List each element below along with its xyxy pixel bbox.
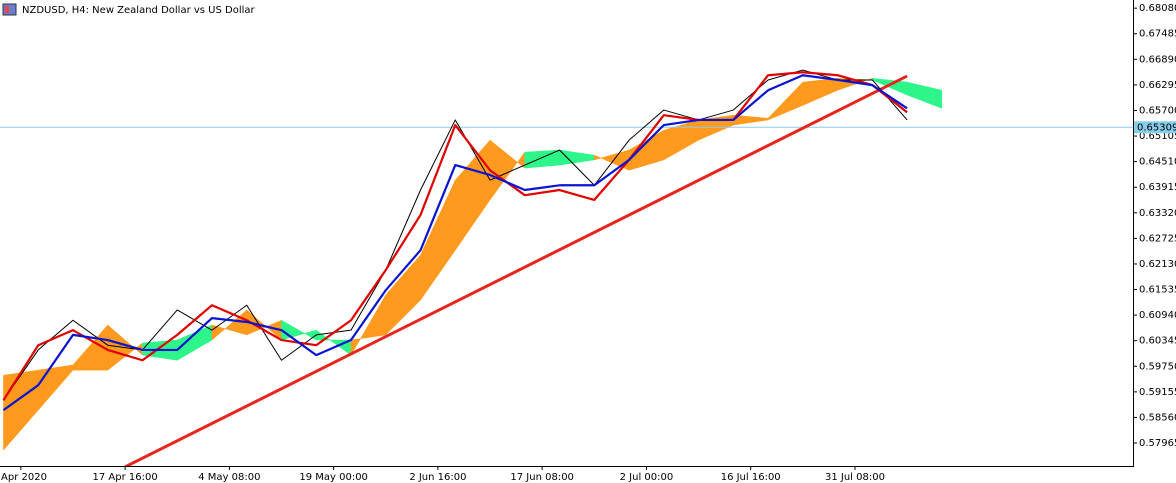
x-tick-label: 31 Jul 08:00 <box>825 472 885 483</box>
current-price-label: 0.65309 <box>1137 122 1176 133</box>
chart-title: NZDUSD, H4: New Zealand Dollar vs US Dol… <box>22 5 256 16</box>
y-tick-label: 0.66295 <box>1139 80 1176 91</box>
x-tick-label: Apr 2020 <box>1 472 47 483</box>
symbol-icon <box>2 3 17 16</box>
cloud-segment <box>906 81 943 109</box>
y-tick-label: 0.67485 <box>1139 29 1176 40</box>
x-tick-label: 17 Jun 08:00 <box>510 472 574 483</box>
current-price-box <box>1134 121 1176 134</box>
plot-area <box>0 69 1133 466</box>
symbol-icon-part <box>5 6 9 13</box>
y-tick-label: 0.59155 <box>1139 387 1176 398</box>
cloud-segment <box>802 77 838 106</box>
y-tick-label: 0.61535 <box>1139 285 1176 296</box>
x-tick-label: 17 Apr 16:00 <box>93 472 158 483</box>
cloud-segment <box>455 139 491 251</box>
y-tick-label: 0.65105 <box>1139 131 1176 142</box>
y-tick-label: 0.57965 <box>1139 438 1176 449</box>
x-tick-label: 19 May 00:00 <box>299 472 368 483</box>
series-line <box>2 71 908 401</box>
series-line <box>2 74 908 412</box>
y-tick-label: 0.60345 <box>1139 336 1176 347</box>
x-tick-label: 2 Jun 16:00 <box>409 472 466 483</box>
cloud-segment <box>559 149 595 166</box>
x-tick-label: 16 Jul 16:00 <box>721 472 781 483</box>
x-tick-label: 2 Jul 00:00 <box>620 472 674 483</box>
y-tick-label: 0.63915 <box>1139 182 1176 193</box>
cloud-segment <box>663 119 699 161</box>
cloud-segment <box>37 364 74 411</box>
x-tick-label: 4 May 08:00 <box>198 472 260 483</box>
cloud-segment <box>211 309 248 341</box>
cloud-segment <box>3 369 39 451</box>
y-tick-label: 0.62725 <box>1139 233 1176 244</box>
cloud-segment <box>281 319 317 341</box>
trendline <box>124 74 908 466</box>
